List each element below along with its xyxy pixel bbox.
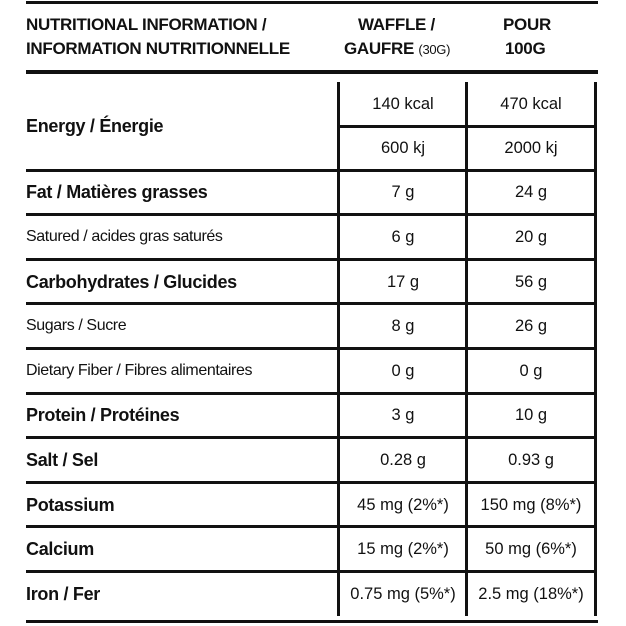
value: 6 g bbox=[391, 227, 415, 246]
value: 17 g bbox=[386, 272, 420, 291]
header-text: NUTRITIONAL INFORMATION / bbox=[26, 15, 267, 34]
row-label: Calcium bbox=[26, 539, 94, 560]
value: 26 g bbox=[514, 316, 548, 335]
rule bbox=[26, 213, 596, 217]
value: 470 kcal bbox=[500, 94, 562, 113]
value: 15 mg (2%*) bbox=[357, 539, 449, 558]
value: 7 g bbox=[391, 183, 415, 202]
row-label: Dietary Fiber / Fibres alimentaires bbox=[26, 361, 253, 379]
row-label: Sugars / Sucre bbox=[26, 317, 127, 335]
row-label: Fat / Matières grasses bbox=[26, 182, 208, 203]
value: 24 g bbox=[514, 183, 548, 202]
value: 20 g bbox=[514, 227, 548, 246]
value: 0 g bbox=[519, 361, 543, 380]
rule bbox=[26, 569, 596, 573]
header-text: GAUFRE bbox=[344, 39, 414, 58]
value: 2000 kj bbox=[504, 138, 558, 157]
value: 56 g bbox=[514, 272, 548, 291]
row-label: Potassium bbox=[26, 494, 115, 515]
header-text: 100G bbox=[505, 39, 546, 58]
value: 45 mg (2%*) bbox=[357, 495, 449, 514]
header-text: INFORMATION NUTRITIONNELLE bbox=[26, 39, 290, 58]
rule bbox=[26, 70, 598, 74]
header-text: WAFFLE / bbox=[358, 15, 435, 34]
rule bbox=[26, 346, 596, 350]
value: 0.28 g bbox=[380, 450, 426, 469]
header-text: GAUFRE (30G) bbox=[344, 40, 450, 57]
row-label: Energy / Énergie bbox=[26, 116, 164, 136]
value: 2.5 mg (18%*) bbox=[478, 584, 584, 603]
row-label: Iron / Fer bbox=[26, 583, 101, 604]
value: 140 kcal bbox=[372, 94, 434, 113]
value: 8 g bbox=[391, 316, 415, 335]
row-label: Salt / Sel bbox=[26, 449, 99, 470]
value: 0 g bbox=[391, 361, 415, 380]
row-label: Satured / acides gras saturés bbox=[26, 227, 223, 245]
row-label: Carbohydrates / Glucides bbox=[26, 271, 237, 292]
row-label: Protein / Protéines bbox=[26, 405, 180, 426]
value: 3 g bbox=[391, 406, 415, 425]
value: 50 mg (6%*) bbox=[485, 539, 577, 558]
value: 0.75 mg (5%*) bbox=[350, 584, 456, 603]
value: 150 mg (8%*) bbox=[480, 495, 582, 514]
rule bbox=[26, 620, 598, 623]
rule bbox=[26, 391, 596, 395]
rule bbox=[26, 1, 598, 4]
header-text: (30G) bbox=[418, 42, 451, 57]
header-text: POUR bbox=[503, 15, 551, 34]
value: 600 kj bbox=[380, 138, 426, 157]
value: 0.93 g bbox=[508, 450, 554, 469]
value: 10 g bbox=[514, 406, 548, 425]
rule bbox=[26, 436, 596, 440]
rule bbox=[26, 480, 596, 484]
rule bbox=[26, 525, 596, 529]
rule bbox=[26, 168, 596, 172]
rule bbox=[26, 257, 596, 261]
rule bbox=[338, 124, 596, 128]
rule bbox=[26, 302, 596, 306]
